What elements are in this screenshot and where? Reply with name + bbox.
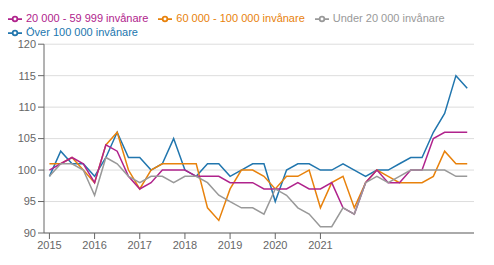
svg-text:100: 100 [18,164,36,176]
svg-text:115: 115 [18,70,36,82]
svg-text:2021: 2021 [308,239,332,251]
svg-text:105: 105 [18,132,36,144]
svg-text:2017: 2017 [128,239,152,251]
svg-text:2020: 2020 [263,239,287,251]
svg-text:95: 95 [24,195,36,207]
svg-text:2018: 2018 [173,239,197,251]
svg-text:120: 120 [18,38,36,50]
svg-text:110: 110 [18,101,36,113]
svg-text:2019: 2019 [218,239,242,251]
html-text:60 000 - 100 000 invånare: 60 000 - 100 000 invånare [176,12,305,24]
svg-text:2016: 2016 [82,239,106,251]
html-text:20 000 - 59 999 invånare: 20 000 - 59 999 invånare [26,12,149,24]
html-text:Över 100 000 invånare: Över 100 000 invånare [26,26,138,39]
svg-text:90: 90 [24,227,36,239]
svg-text:2015: 2015 [37,239,61,251]
html-text:Under 20 000 invånare: Under 20 000 invånare [332,12,445,24]
